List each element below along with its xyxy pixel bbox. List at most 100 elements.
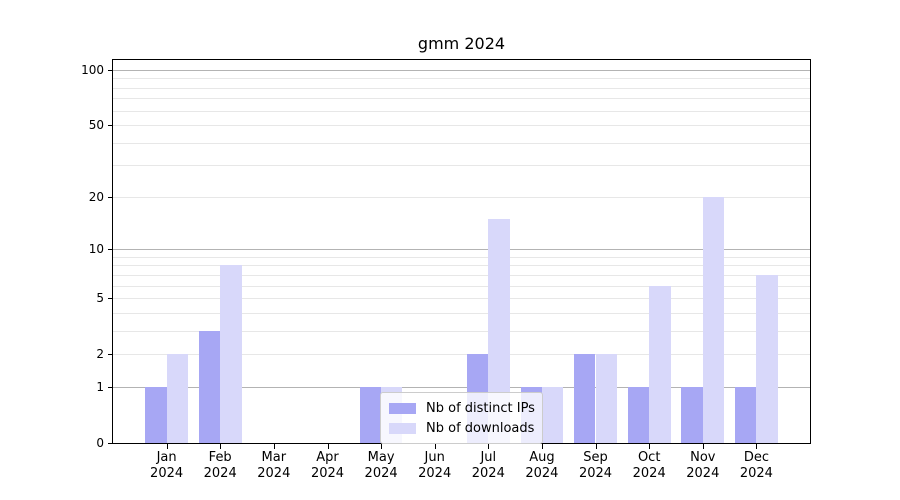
x-tick-month-mar: Mar	[261, 450, 287, 465]
y-tick-label-1: 1	[96, 379, 104, 394]
x-tick-month-apr: Apr	[316, 450, 339, 465]
gridline-minor-6	[113, 285, 810, 287]
legend-row-nb-of-distinct-ips: Nb of distinct IPs	[389, 398, 535, 418]
x-tick-year-jan: 2024	[150, 466, 184, 481]
bar-nb-of-distinct-ips-feb	[198, 330, 221, 443]
y-tick-mark-0	[108, 443, 113, 444]
x-tick-month-jan: Jan	[156, 450, 177, 465]
x-tick-mark-jan	[166, 444, 168, 449]
y-tick-label-0: 0	[96, 436, 104, 450]
x-tick-month-may: May	[367, 450, 395, 465]
x-tick-month-feb: Feb	[208, 450, 232, 465]
x-tick-month-oct: Oct	[637, 450, 661, 465]
x-tick-label-aug: Aug 2024	[513, 450, 571, 482]
x-tick-label-oct: Oct 2024	[620, 450, 678, 482]
legend: Nb of distinct IPs Nb of downloads	[380, 392, 543, 444]
y-tick-mark-5	[108, 298, 113, 300]
legend-swatch-nb-of-downloads	[389, 422, 416, 434]
bar-nb-of-downloads-jan	[166, 354, 188, 443]
x-tick-month-nov: Nov	[690, 450, 716, 465]
legend-row-nb-of-downloads: Nb of downloads	[389, 418, 534, 438]
x-tick-mark-jun	[434, 444, 436, 449]
legend-label-nb-of-distinct-ips: Nb of distinct IPs	[426, 400, 535, 416]
bar-nb-of-distinct-ips-nov	[681, 386, 703, 443]
x-tick-label-may: May 2024	[352, 450, 410, 482]
gridline-major-1	[113, 386, 810, 388]
x-tick-month-jul: Jul	[480, 450, 497, 465]
gridline-minor-20	[113, 196, 810, 198]
x-tick-year-dec: 2024	[739, 466, 773, 481]
x-tick-year-jul: 2024	[471, 466, 505, 481]
y-tick-label-10: 10	[88, 242, 104, 257]
bar-nb-of-distinct-ips-dec	[734, 386, 757, 443]
x-tick-label-dec: Dec 2024	[727, 450, 785, 482]
x-tick-year-aug: 2024	[525, 466, 559, 481]
y-tick-label-100: 100	[81, 62, 104, 77]
chart-title: gmm 2024	[417, 34, 506, 53]
x-tick-year-mar: 2024	[257, 466, 291, 481]
gridline-major-100	[113, 69, 810, 71]
bar-nb-of-downloads-oct	[649, 285, 671, 443]
x-tick-year-sep: 2024	[578, 466, 613, 481]
x-tick-mark-apr	[327, 444, 329, 449]
x-tick-label-apr: Apr 2024	[299, 450, 357, 482]
gridline-minor-9	[113, 256, 810, 258]
bar-nb-of-downloads-feb	[220, 265, 242, 443]
gridline-minor-40	[113, 142, 810, 144]
x-tick-mark-aug	[541, 444, 543, 449]
gridline-minor-4	[113, 312, 810, 314]
legend-swatch-nb-of-distinct-ips	[389, 402, 416, 414]
x-tick-label-jul: Jul 2024	[459, 450, 517, 482]
gridline-minor-3	[113, 330, 810, 332]
x-tick-year-feb: 2024	[203, 466, 237, 481]
gridline-minor-80	[113, 87, 810, 89]
x-tick-month-jun: Jun	[424, 450, 445, 465]
y-tick-label-20: 20	[88, 189, 104, 204]
gridline-minor-5	[113, 298, 810, 300]
bar-nb-of-downloads-jul	[488, 218, 510, 443]
bar-nb-of-distinct-ips-may	[359, 386, 381, 443]
y-tick-mark-20	[108, 196, 113, 198]
bar-nb-of-downloads-dec	[756, 274, 778, 443]
x-tick-year-jun: 2024	[418, 466, 452, 481]
gridline-minor-90	[113, 78, 810, 80]
gridline-minor-7	[113, 274, 810, 276]
bar-nb-of-distinct-ips-oct	[627, 386, 650, 443]
y-tick-mark-50	[108, 125, 113, 126]
gridline-major-10	[113, 249, 810, 251]
y-tick-mark-2	[108, 354, 113, 356]
gridline-minor-8	[113, 265, 810, 267]
gridline-minor-70	[113, 98, 810, 100]
x-tick-label-sep: Sep 2024	[567, 450, 625, 482]
gridline-minor-60	[113, 110, 810, 112]
y-tick-label-2: 2	[96, 347, 104, 362]
x-tick-label-nov: Nov 2024	[674, 450, 732, 482]
y-tick-label-5: 5	[96, 291, 104, 306]
x-tick-label-feb: Feb 2024	[191, 450, 249, 482]
x-tick-label-jan: Jan 2024	[138, 450, 196, 482]
x-tick-label-mar: Mar 2024	[245, 450, 303, 482]
x-tick-year-may: 2024	[364, 466, 398, 481]
bar-nb-of-downloads-sep	[595, 354, 617, 443]
y-tick-label-50: 50	[88, 118, 104, 132]
x-tick-mark-feb	[220, 444, 222, 449]
x-tick-mark-may	[381, 444, 383, 449]
x-tick-year-nov: 2024	[686, 466, 720, 481]
bar-nb-of-downloads-aug	[541, 386, 564, 443]
gridline-minor-30	[113, 165, 810, 167]
x-tick-mark-mar	[273, 444, 275, 449]
legend-label-nb-of-downloads: Nb of downloads	[426, 420, 535, 436]
gridline-minor-2	[113, 354, 810, 356]
gridline-minor-50	[113, 125, 810, 126]
x-tick-mark-dec	[756, 444, 758, 449]
x-tick-mark-oct	[649, 444, 651, 449]
x-tick-mark-nov	[702, 444, 704, 449]
x-tick-label-jun: Jun 2024	[406, 450, 464, 482]
x-tick-mark-sep	[595, 444, 597, 449]
bar-nb-of-distinct-ips-jan	[145, 386, 167, 443]
x-tick-month-aug: Aug	[529, 450, 555, 465]
x-tick-year-apr: 2024	[310, 466, 345, 481]
bar-nb-of-distinct-ips-sep	[574, 354, 596, 443]
bar-nb-of-downloads-nov	[702, 196, 725, 443]
